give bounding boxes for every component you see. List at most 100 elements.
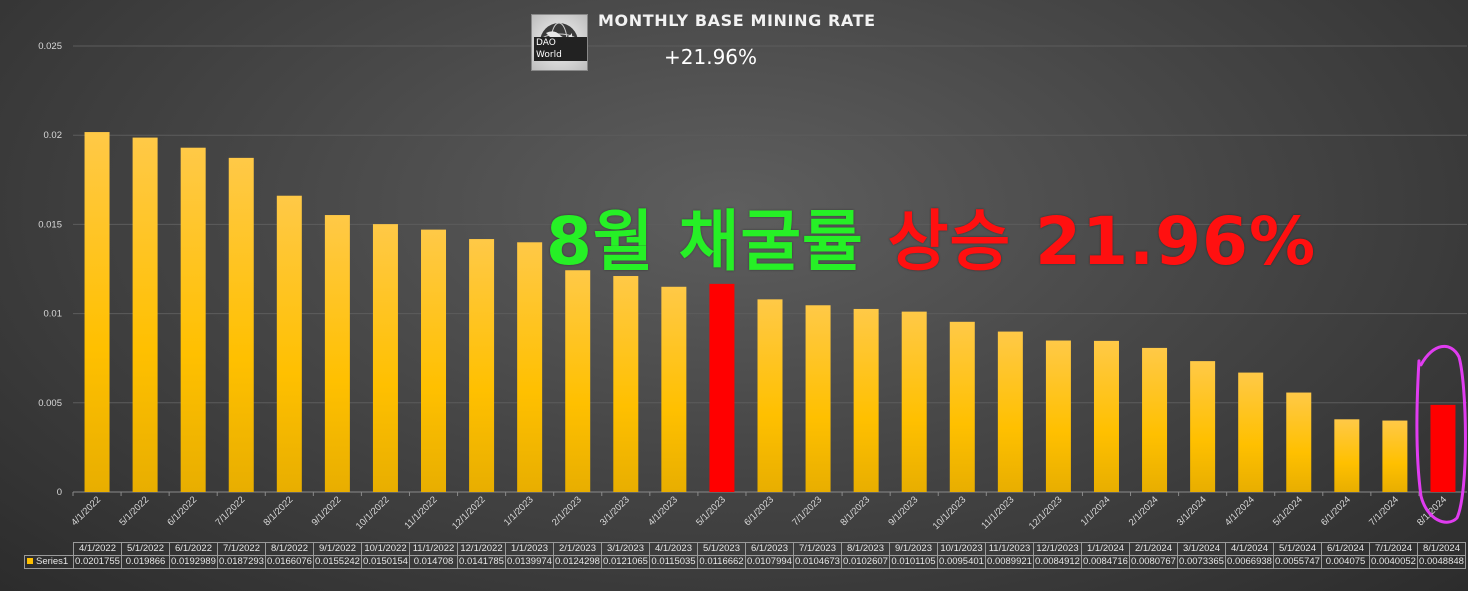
bar — [180, 147, 206, 492]
data-table-value-cell: 0.0187293 — [217, 555, 266, 569]
data-table-value-cell: 0.0150154 — [361, 555, 410, 569]
logo-dao-text: DAO — [536, 38, 556, 48]
data-table-value-cell: 0.0116662 — [697, 555, 746, 569]
data-table-value-cell: 0.0102607 — [841, 555, 890, 569]
data-table-header-cell: 2/1/2023 — [553, 542, 602, 556]
x-tick-label: 10/1/2023 — [931, 494, 969, 532]
x-tick-label: 7/1/2022 — [213, 494, 247, 528]
x-tick-label: 11/1/2022 — [402, 494, 439, 531]
data-table-value-cell: 0.0166076 — [265, 555, 314, 569]
data-table-header-cell: 7/1/2022 — [217, 542, 266, 556]
data-table-value-cell: 0.0084716 — [1081, 555, 1130, 569]
bar — [1334, 419, 1360, 492]
bar — [565, 270, 591, 492]
x-tick-label: 1/1/2024 — [1079, 494, 1113, 528]
data-table-header-cell: 8/1/2024 — [1417, 542, 1466, 556]
bar — [421, 229, 447, 492]
legend-series-cell: Series1 — [24, 555, 74, 569]
bar — [661, 286, 687, 492]
data-table-value-cell: 0.0073365 — [1177, 555, 1226, 569]
x-tick-label: 8/1/2022 — [262, 494, 296, 528]
x-axis-ticks: 4/1/2022 5/1/2022 6/1/2022 7/1/2022 8/1/2022… — [69, 492, 1449, 532]
data-table-header-cell: 7/1/2024 — [1369, 542, 1418, 556]
x-tick-label: 5/1/2022 — [117, 494, 151, 528]
data-table-header-cell: 9/1/2022 — [313, 542, 362, 556]
bar — [1430, 404, 1456, 492]
data-table-value-cell: 0.0141785 — [457, 555, 506, 569]
x-tick-label: 7/1/2023 — [790, 494, 824, 528]
data-table-value-cell: 0.0089921 — [985, 555, 1034, 569]
data-table-header-cell: 8/1/2023 — [841, 542, 890, 556]
bar — [132, 137, 158, 492]
bar — [1190, 361, 1216, 492]
x-tick-label: 8/1/2023 — [838, 494, 872, 528]
bar — [1093, 340, 1119, 492]
data-table-value-cell: 0.0055747 — [1273, 555, 1322, 569]
data-table-header-cell: 3/1/2023 — [601, 542, 650, 556]
data-table-value-cell: 0.0084912 — [1033, 555, 1082, 569]
data-table-header-cell: 11/1/2023 — [985, 542, 1034, 556]
bar — [1238, 372, 1264, 492]
data-table-header-cell: 5/1/2022 — [121, 542, 170, 556]
bar — [1045, 340, 1071, 492]
legend-key — [27, 558, 33, 565]
y-tick-label: 0.005 — [38, 398, 62, 409]
x-tick-label: 1/1/2023 — [502, 494, 536, 528]
data-table-header-cell: 1/1/2023 — [505, 542, 554, 556]
bar — [1382, 420, 1408, 492]
data-table-header-cell: 12/1/2023 — [1033, 542, 1082, 556]
bars — [84, 132, 1456, 493]
x-tick-label: 2/1/2024 — [1127, 494, 1161, 528]
x-tick-label: 3/1/2024 — [1175, 494, 1209, 528]
x-tick-label: 6/1/2024 — [1319, 494, 1353, 528]
x-tick-label: 9/1/2022 — [310, 494, 344, 528]
data-table-header-cell: 9/1/2023 — [889, 542, 938, 556]
dao-world-logo: DAO World — [531, 14, 588, 71]
data-table-header-cell: 7/1/2023 — [793, 542, 842, 556]
y-tick-label: 0.02 — [44, 130, 63, 141]
bar — [84, 132, 110, 492]
data-table-header-cell: 2/1/2024 — [1129, 542, 1178, 556]
bar — [709, 283, 735, 492]
bar — [469, 239, 495, 492]
data-table-value-cell: 0.0121065 — [601, 555, 650, 569]
data-table-value-cell: 0.0066938 — [1225, 555, 1274, 569]
bar — [853, 308, 879, 492]
bar — [901, 311, 927, 492]
x-tick-label: 4/1/2023 — [646, 494, 680, 528]
x-tick-label: 6/1/2023 — [742, 494, 776, 528]
data-table-header-cell: 10/1/2023 — [937, 542, 986, 556]
bar — [276, 195, 302, 493]
headline-annotation: 8월 채굴률 상승 21.96% — [546, 188, 1316, 284]
x-tick-label: 9/1/2023 — [886, 494, 920, 528]
data-table-value-cell: 0.019866 — [121, 555, 170, 569]
chart-title: MONTHLY BASE MINING RATE — [598, 11, 876, 30]
data-table-value-cell: 0.0080767 — [1129, 555, 1178, 569]
x-tick-label: 5/1/2024 — [1271, 494, 1305, 528]
y-tick-label: 0.01 — [44, 309, 63, 320]
data-table-header-cell: 3/1/2024 — [1177, 542, 1226, 556]
y-tick-label: 0.025 — [38, 41, 62, 52]
bar — [949, 321, 975, 492]
x-tick-label: 7/1/2024 — [1367, 494, 1401, 528]
y-tick-label: 0.015 — [38, 219, 62, 230]
data-table-value-cell: 0.0095401 — [937, 555, 986, 569]
data-table-value-cell: 0.0101105 — [889, 555, 938, 569]
bar — [228, 157, 254, 492]
data-table-header-cell: 11/1/2022 — [409, 542, 458, 556]
data-table-header-cell: 12/1/2022 — [457, 542, 506, 556]
data-table-value-cell: 0.0115035 — [649, 555, 698, 569]
change-percentage: +21.96% — [664, 45, 758, 69]
x-tick-label: 11/1/2023 — [979, 494, 1016, 531]
data-table-value-cell: 0.0107994 — [745, 555, 794, 569]
bar — [613, 276, 639, 492]
data-table-value-cell: 0.0048848 — [1417, 555, 1466, 569]
bar — [372, 224, 398, 493]
data-table-value-cell: 0.0192989 — [169, 555, 218, 569]
data-table-value-cell: 0.0155242 — [313, 555, 362, 569]
bar — [805, 305, 831, 492]
y-axis-ticks: 0 0.005 0.01 0.015 0.02 0.025 — [38, 41, 62, 498]
data-table-header-cell: 6/1/2022 — [169, 542, 218, 556]
legend-series-name: Series1 — [36, 556, 69, 568]
